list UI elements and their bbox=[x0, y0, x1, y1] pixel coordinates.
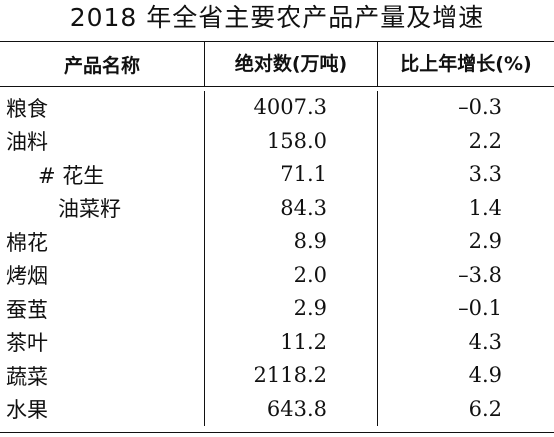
absolute-value-cell: 4007.3 bbox=[204, 91, 377, 125]
product-name-cell: 水果 bbox=[6, 398, 48, 423]
table-row: 粮食 4007.3 –0.3 bbox=[0, 91, 554, 125]
table-body: 粮食 4007.3 –0.3 油料 158.0 2.2 # 花生 71.1 3.3 油菜籽 84.3… bbox=[0, 87, 554, 432]
growth-rate-cell: –0.1 bbox=[377, 292, 554, 326]
table-row: 茶叶 11.2 4.3 bbox=[0, 325, 554, 359]
absolute-value-cell: 2.9 bbox=[204, 292, 377, 326]
header-growth-rate: 比上年增长(%) bbox=[377, 42, 554, 86]
product-name-cell: 棉花 bbox=[6, 230, 48, 255]
table-row: 油菜籽 84.3 1.4 bbox=[0, 191, 554, 225]
header-absolute-value: 绝对数(万吨) bbox=[204, 42, 377, 86]
absolute-value-cell: 643.8 bbox=[204, 392, 377, 426]
absolute-value-cell: 8.9 bbox=[204, 225, 377, 259]
table-row: # 花生 71.1 3.3 bbox=[0, 158, 554, 192]
table-row: 水果 643.8 6.2 bbox=[0, 392, 554, 426]
absolute-value-cell: 71.1 bbox=[204, 158, 377, 192]
growth-rate-cell: 2.9 bbox=[377, 225, 554, 259]
table-header: 产品名称 绝对数(万吨) 比上年增长(%) bbox=[0, 42, 554, 87]
table-row: 蚕茧 2.9 –0.1 bbox=[0, 292, 554, 326]
absolute-value-cell: 84.3 bbox=[204, 191, 377, 225]
table-row: 油料 158.0 2.2 bbox=[0, 124, 554, 158]
growth-rate-cell: 4.9 bbox=[377, 359, 554, 393]
product-name-cell: 蚕茧 bbox=[6, 297, 48, 322]
growth-rate-cell: 4.3 bbox=[377, 325, 554, 359]
table-row: 棉花 8.9 2.9 bbox=[0, 225, 554, 259]
header-product-name: 产品名称 bbox=[63, 54, 140, 77]
growth-rate-cell: –3.8 bbox=[377, 258, 554, 292]
absolute-value-cell: 2118.2 bbox=[204, 359, 377, 393]
growth-rate-cell: 1.4 bbox=[377, 191, 554, 225]
table-title: 2018 年全省主要农产品产量及增速 bbox=[69, 3, 485, 32]
product-name-cell: 油料 bbox=[6, 130, 48, 155]
growth-rate-cell: –0.3 bbox=[377, 91, 554, 125]
table-row: 烤烟 2.0 –3.8 bbox=[0, 258, 554, 292]
product-name-cell: 烤烟 bbox=[6, 264, 48, 289]
product-name-cell: # 花生 bbox=[38, 163, 105, 188]
product-name-cell: 粮食 bbox=[6, 96, 48, 121]
table-row: 蔬菜 2118.2 4.9 bbox=[0, 359, 554, 393]
growth-rate-cell: 2.2 bbox=[377, 124, 554, 158]
absolute-value-cell: 11.2 bbox=[204, 325, 377, 359]
growth-rate-cell: 6.2 bbox=[377, 392, 554, 426]
product-name-cell: 蔬菜 bbox=[6, 364, 48, 389]
absolute-value-cell: 2.0 bbox=[204, 258, 377, 292]
product-name-cell: 茶叶 bbox=[6, 331, 48, 356]
production-table: 产品名称 绝对数(万吨) 比上年增长(%) 粮食 4007.3 –0.3 油料 158.… bbox=[0, 41, 554, 433]
product-name-cell: 油菜籽 bbox=[58, 197, 121, 222]
growth-rate-cell: 3.3 bbox=[377, 158, 554, 192]
absolute-value-cell: 158.0 bbox=[204, 124, 377, 158]
